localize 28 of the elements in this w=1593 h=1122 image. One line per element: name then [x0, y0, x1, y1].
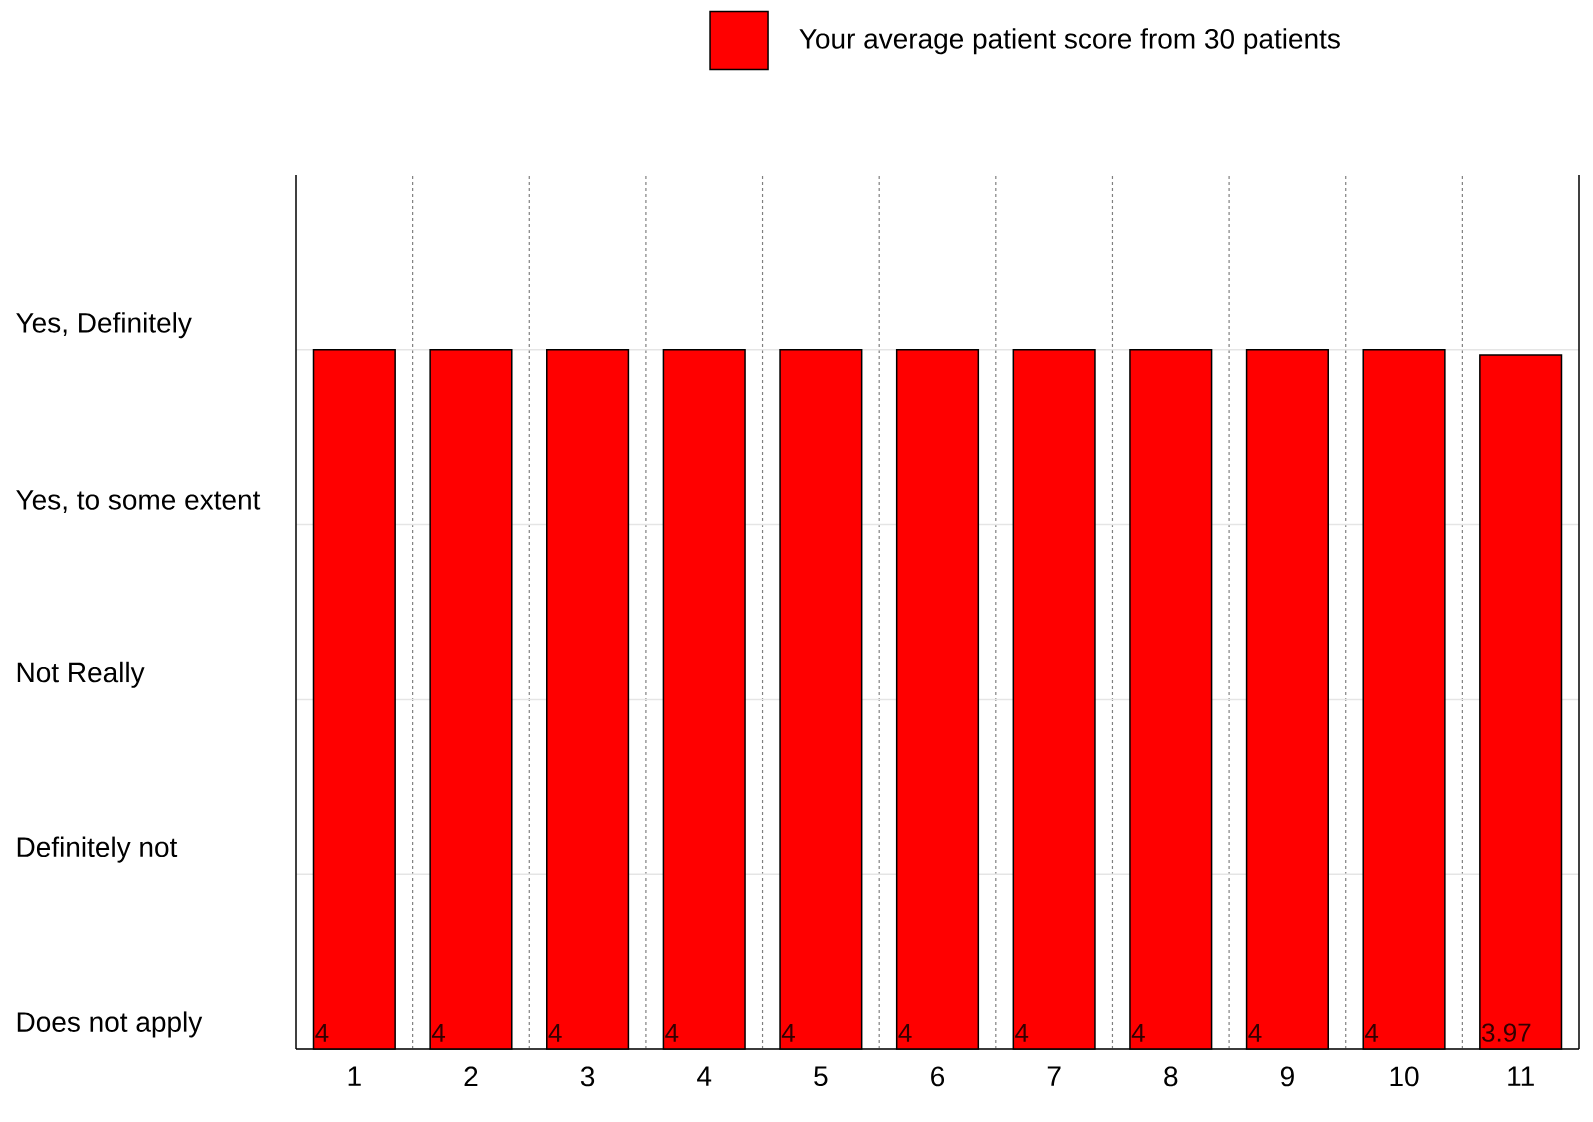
- x-tick-label: 2: [464, 1066, 478, 1087]
- text: Yes, Definitely: [16, 312, 192, 339]
- text: Does not apply: [17, 1011, 203, 1038]
- x-tick-label: 9: [1280, 1066, 1294, 1087]
- text: Definitely not: [17, 836, 178, 863]
- x-tick-label: 11: [1508, 1066, 1534, 1086]
- x-tick-label: 6: [931, 1066, 945, 1087]
- x-tick-label: 5: [814, 1066, 828, 1087]
- data-label: 4: [431, 1023, 446, 1042]
- x-tick-label: 1: [348, 1066, 361, 1086]
- x-tick-label: 10: [1390, 1066, 1419, 1087]
- data-label: 4: [781, 1023, 795, 1042]
- data-label: 3.97: [1482, 1023, 1531, 1042]
- x-tick-label: 4: [697, 1066, 712, 1086]
- data-label: 4: [315, 1023, 329, 1042]
- data-label: 4: [548, 1023, 562, 1042]
- text: Yes, to some extent: [16, 490, 261, 514]
- data-label: 4: [1015, 1023, 1029, 1042]
- legend-label: Your average patient score from 30 patients: [799, 28, 1340, 55]
- text: Not Really: [17, 661, 145, 688]
- x-tick-label: 8: [1164, 1066, 1178, 1087]
- data-label: 4: [1131, 1023, 1145, 1042]
- x-tick-label: 3: [580, 1066, 595, 1087]
- data-label: 4: [898, 1023, 912, 1042]
- data-label: 4: [665, 1023, 679, 1042]
- data-label: 4: [1365, 1023, 1379, 1042]
- data-label: 4: [1248, 1023, 1262, 1042]
- x-tick-label: 7: [1047, 1066, 1061, 1086]
